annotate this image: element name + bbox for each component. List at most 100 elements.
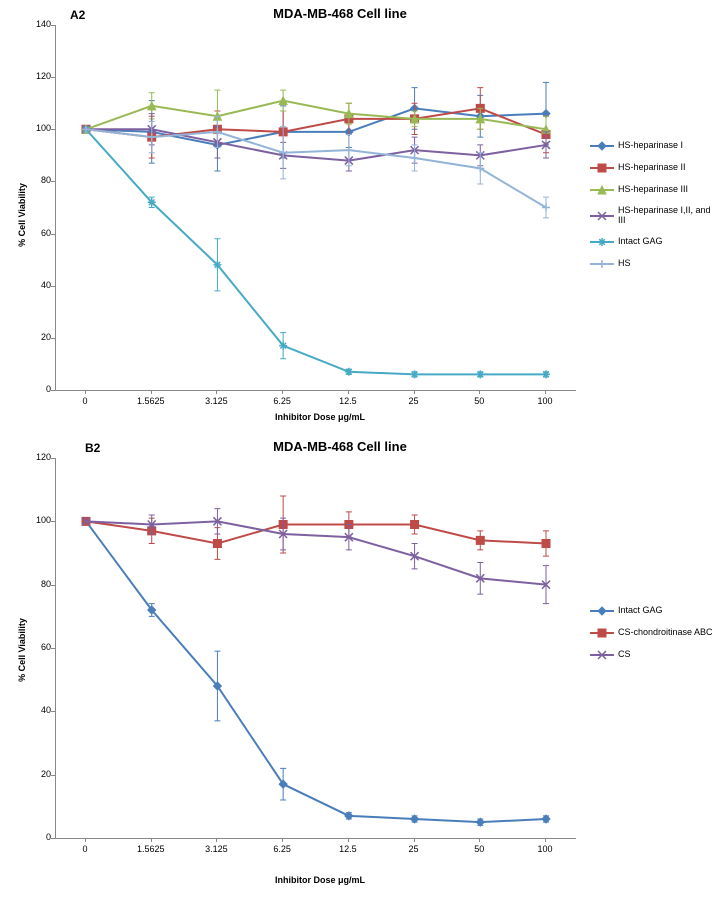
legend-item: Intact GAG bbox=[590, 605, 720, 617]
series-marker bbox=[411, 521, 419, 529]
x-tick-mark bbox=[545, 390, 546, 394]
x-tick-label: 1.5625 bbox=[137, 844, 165, 854]
x-tick-mark bbox=[348, 838, 349, 842]
legend-label: Intact GAG bbox=[618, 606, 663, 616]
panel-b-label: B2 bbox=[85, 441, 100, 455]
panel-b-plot bbox=[55, 458, 576, 839]
y-tick-label: 120 bbox=[27, 71, 51, 81]
x-tick-label: 25 bbox=[409, 396, 419, 406]
y-tick-label: 100 bbox=[27, 515, 51, 525]
x-tick-mark bbox=[414, 838, 415, 842]
series-line bbox=[86, 129, 546, 374]
legend-label: HS-heparinase I bbox=[618, 141, 683, 151]
panel-b-xlabel: Inhibitor Dose μg/mL bbox=[230, 875, 410, 885]
y-tick-label: 0 bbox=[27, 832, 51, 842]
legend-label: HS-heparinase III bbox=[618, 185, 688, 195]
x-tick-mark bbox=[282, 390, 283, 394]
panel-a-ylabel: % Cell Viability bbox=[17, 183, 27, 247]
series-marker bbox=[542, 540, 550, 548]
legend-item: CS bbox=[590, 649, 720, 661]
legend-swatch bbox=[590, 140, 614, 152]
y-tick-mark bbox=[51, 234, 55, 235]
y-tick-mark bbox=[51, 458, 55, 459]
legend-swatch bbox=[590, 236, 614, 248]
y-tick-mark bbox=[51, 181, 55, 182]
legend-swatch bbox=[590, 210, 614, 222]
series-marker bbox=[213, 540, 221, 548]
legend-swatch bbox=[590, 184, 614, 196]
legend-label: HS-heparinase II bbox=[618, 163, 686, 173]
legend-label: CS bbox=[618, 650, 631, 660]
series-marker bbox=[411, 370, 419, 378]
x-tick-mark bbox=[151, 838, 152, 842]
legend-swatch bbox=[590, 627, 614, 639]
series-marker bbox=[476, 370, 484, 378]
x-tick-mark bbox=[85, 390, 86, 394]
x-tick-mark bbox=[545, 838, 546, 842]
y-tick-label: 40 bbox=[27, 280, 51, 290]
x-tick-label: 3.125 bbox=[205, 396, 228, 406]
series-line bbox=[86, 521, 546, 822]
legend-label: HS-heparinase I,II, and III bbox=[618, 206, 718, 226]
legend-item: Intact GAG bbox=[590, 236, 720, 248]
y-tick-label: 80 bbox=[27, 579, 51, 589]
panel-a-xlabel: Inhibitor Dose μg/mL bbox=[230, 412, 410, 422]
panel-b-title: MDA-MB-468 Cell line bbox=[200, 439, 480, 454]
legend-swatch bbox=[590, 258, 614, 270]
x-tick-label: 50 bbox=[474, 396, 484, 406]
y-tick-mark bbox=[51, 286, 55, 287]
series-marker bbox=[345, 368, 353, 376]
legend-swatch bbox=[590, 605, 614, 617]
y-tick-mark bbox=[51, 338, 55, 339]
legend-label: Intact GAG bbox=[618, 237, 663, 247]
y-tick-label: 80 bbox=[27, 175, 51, 185]
x-tick-label: 6.25 bbox=[273, 396, 291, 406]
y-tick-label: 120 bbox=[27, 452, 51, 462]
panel-b-ylabel: % Cell Viability bbox=[17, 618, 27, 682]
x-tick-label: 12.5 bbox=[339, 396, 357, 406]
y-tick-mark bbox=[51, 25, 55, 26]
x-tick-mark bbox=[479, 390, 480, 394]
series-marker bbox=[411, 154, 419, 162]
panel-a-plot bbox=[55, 25, 576, 391]
legend-label: HS bbox=[618, 259, 631, 269]
series-marker bbox=[542, 370, 550, 378]
series-marker bbox=[213, 261, 221, 269]
panel-a-legend: HS-heparinase I HS-heparinase II HS-hepari… bbox=[590, 140, 720, 280]
y-tick-label: 100 bbox=[27, 123, 51, 133]
y-tick-mark bbox=[51, 521, 55, 522]
legend-label: CS-chondroitinase ABC bbox=[618, 628, 713, 638]
y-tick-label: 20 bbox=[27, 769, 51, 779]
x-tick-label: 0 bbox=[82, 396, 87, 406]
panel-a-title: MDA-MB-468 Cell line bbox=[200, 6, 480, 21]
legend-item: HS-heparinase I bbox=[590, 140, 720, 152]
series-marker bbox=[279, 342, 287, 350]
y-tick-mark bbox=[51, 711, 55, 712]
x-tick-mark bbox=[85, 838, 86, 842]
legend-swatch bbox=[590, 649, 614, 661]
panel-b-svg bbox=[56, 458, 576, 838]
y-tick-label: 40 bbox=[27, 705, 51, 715]
y-tick-mark bbox=[51, 648, 55, 649]
y-tick-label: 60 bbox=[27, 228, 51, 238]
legend-item: HS-heparinase II bbox=[590, 162, 720, 174]
y-tick-mark bbox=[51, 77, 55, 78]
x-tick-mark bbox=[151, 390, 152, 394]
y-tick-mark bbox=[51, 838, 55, 839]
x-tick-mark bbox=[216, 838, 217, 842]
x-tick-mark bbox=[282, 838, 283, 842]
panel-a-svg bbox=[56, 25, 576, 390]
y-tick-mark bbox=[51, 775, 55, 776]
y-tick-label: 0 bbox=[27, 384, 51, 394]
x-tick-label: 1.5625 bbox=[137, 396, 165, 406]
x-tick-label: 100 bbox=[537, 396, 552, 406]
figure-container: A2 MDA-MB-468 Cell line % Cell Viability… bbox=[0, 0, 726, 900]
x-tick-mark bbox=[479, 838, 480, 842]
x-tick-mark bbox=[348, 390, 349, 394]
x-tick-label: 100 bbox=[537, 844, 552, 854]
y-tick-mark bbox=[51, 390, 55, 391]
y-tick-label: 60 bbox=[27, 642, 51, 652]
y-tick-label: 140 bbox=[27, 19, 51, 29]
panel-a-label: A2 bbox=[70, 8, 85, 22]
panel-b: B2 MDA-MB-468 Cell line % Cell Viability… bbox=[0, 435, 726, 895]
